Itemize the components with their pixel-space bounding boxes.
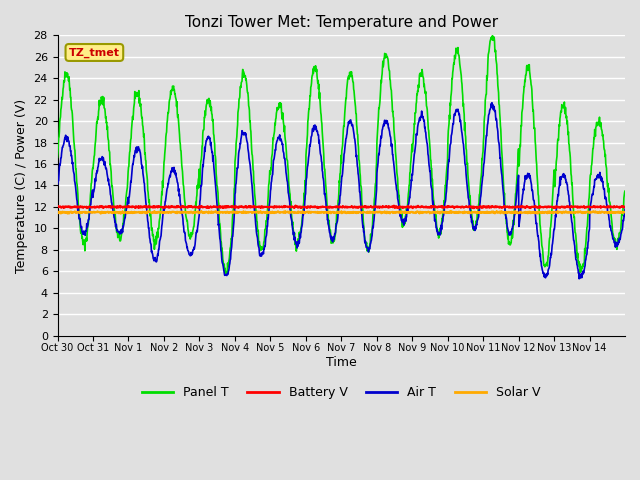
X-axis label: Time: Time bbox=[326, 356, 356, 369]
Text: TZ_tmet: TZ_tmet bbox=[69, 48, 120, 58]
Legend: Panel T, Battery V, Air T, Solar V: Panel T, Battery V, Air T, Solar V bbox=[137, 382, 546, 405]
Y-axis label: Temperature (C) / Power (V): Temperature (C) / Power (V) bbox=[15, 98, 28, 273]
Title: Tonzi Tower Met: Temperature and Power: Tonzi Tower Met: Temperature and Power bbox=[185, 15, 498, 30]
